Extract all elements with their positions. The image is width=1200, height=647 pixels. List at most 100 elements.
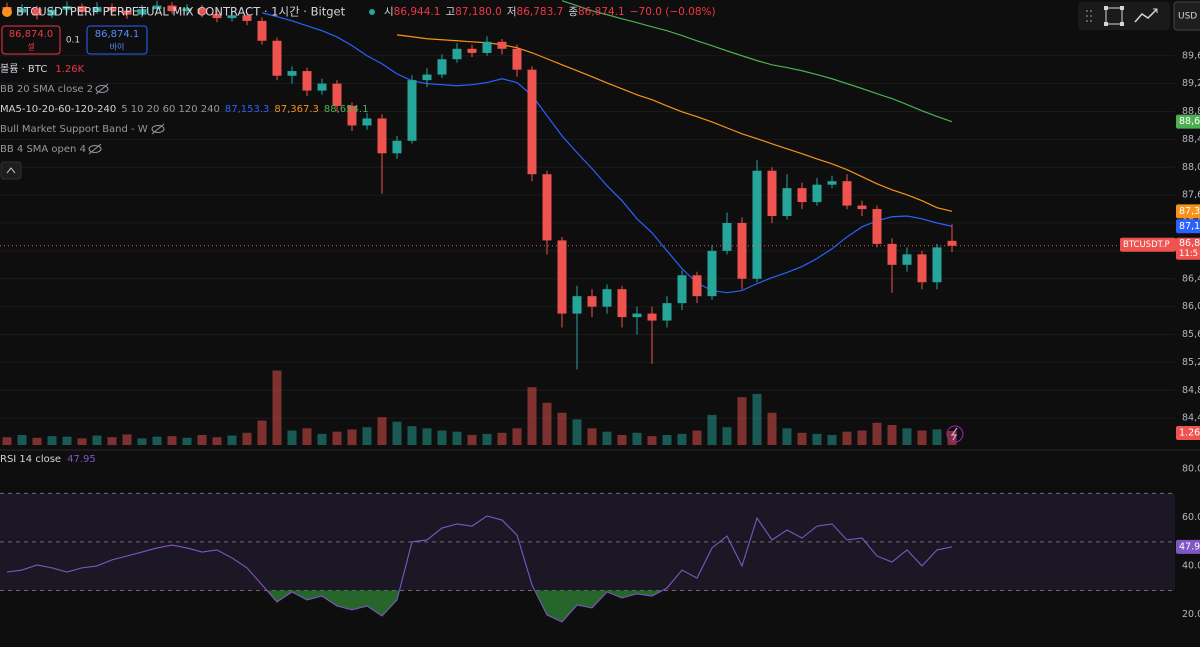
volume-bar: [917, 430, 927, 445]
candle-body: [692, 275, 702, 297]
volume-legend[interactable]: 볼륨 · BTC 1.26K: [0, 63, 85, 75]
volume-bar: [377, 417, 387, 445]
sell-button[interactable]: [1, 25, 61, 55]
toolbar-bg: [1078, 2, 1170, 30]
candle-body: [767, 170, 777, 217]
candle-body: [677, 275, 687, 304]
candle-body: [857, 205, 867, 210]
volume-bar: [182, 437, 192, 445]
bb4-legend[interactable]: BB 4 SMA open 4: [0, 144, 86, 155]
rsi-tick-label: 20.00: [1182, 609, 1200, 620]
volume-layer: [2, 370, 957, 445]
ma-value: 88,654.1: [324, 104, 369, 115]
candle-body: [332, 83, 342, 106]
volume-bar: [587, 428, 597, 445]
candle-body: [377, 118, 387, 154]
grid-layer: [0, 55, 1175, 419]
y-tick-label: 88,400: [1182, 134, 1200, 145]
volume-bar: [122, 434, 132, 445]
volume-bar: [527, 387, 537, 445]
candle-body: [227, 15, 237, 19]
volume-bar: [242, 432, 252, 445]
y-tick-label: 84,800: [1182, 385, 1200, 396]
lightning-icon[interactable]: [946, 425, 964, 443]
candle-body: [752, 170, 762, 279]
ma-legend[interactable]: MA5-10-20-60-120-240 5 10 20 60 120 240 87…: [0, 104, 368, 115]
volume-bar: [167, 436, 177, 445]
candle-body: [47, 9, 57, 16]
bb20-legend[interactable]: BB 20 SMA close 2: [0, 84, 93, 95]
volume-bar: [617, 435, 627, 445]
y-tick-label: 88,800: [1182, 106, 1200, 117]
candle-body: [497, 41, 507, 49]
candle-body: [737, 223, 747, 279]
candle-body: [32, 8, 42, 16]
last-price-tag-bg: [1176, 237, 1200, 260]
candle-body: [782, 188, 792, 217]
ma-price-tag-bg: [1176, 114, 1200, 129]
volume-bar: [272, 370, 282, 445]
candle-body: [437, 59, 447, 75]
candle-body: [62, 6, 72, 10]
sell-price: 86,874.0: [9, 29, 54, 40]
candle-body: [452, 48, 462, 60]
rsi-title: RSI 14 close: [0, 454, 61, 465]
candle-body: [947, 240, 957, 246]
bull-band-legend[interactable]: Bull Market Support Band - W: [0, 124, 148, 135]
candle-body: [542, 174, 552, 241]
candle-body: [407, 80, 417, 141]
volume-bar: [887, 425, 897, 445]
candle-body: [557, 240, 567, 314]
candle-body: [632, 313, 642, 318]
rsi-line: [6, 515, 953, 623]
y-tick-label: 85,600: [1182, 329, 1200, 340]
rsi-layer: [0, 449, 1200, 623]
volume-bar: [47, 436, 57, 445]
volume-bar: [32, 437, 42, 445]
volume-bar: [497, 432, 507, 445]
volume-bar: [542, 402, 552, 445]
symbol-title[interactable]: BTCUSDTPERP PERPETUAL MIX CONTRACT · 1시간…: [16, 5, 346, 19]
volume-bar: [107, 437, 117, 445]
toolbar: USD: [1078, 1, 1200, 31]
candle-body: [707, 250, 717, 297]
candle-body: [257, 20, 267, 41]
ma-value: 87,153.3: [225, 104, 270, 115]
y-tick-label: 85,200: [1182, 357, 1200, 368]
buy-button[interactable]: [86, 25, 148, 55]
volume-bar: [347, 429, 357, 445]
drag-handle[interactable]: [1086, 10, 1092, 22]
collapse-button[interactable]: [0, 161, 22, 180]
candle-body: [272, 40, 282, 76]
rsi-legend[interactable]: RSI 14 close 47.95: [0, 454, 96, 465]
eye-icon[interactable]: [151, 123, 165, 135]
volume-bar: [947, 431, 957, 445]
candle-body: [77, 6, 87, 12]
spread: 0.1: [66, 36, 80, 46]
candle-body: [602, 289, 612, 307]
select-tool[interactable]: [1104, 6, 1124, 26]
rsi-tag: 47.95: [1179, 541, 1200, 552]
volume-bar: [17, 435, 27, 445]
high-value: 87,180.0: [455, 6, 502, 18]
candle-body: [662, 303, 672, 321]
candle-body: [422, 74, 432, 81]
eye-icon[interactable]: [95, 83, 109, 95]
volume-bar: [842, 431, 852, 445]
candle-body: [527, 69, 537, 175]
volume-bar: [872, 422, 882, 445]
eye-icon[interactable]: [88, 143, 102, 155]
volume-bar: [62, 436, 72, 445]
volume-bar: [437, 430, 447, 445]
ma-title: MA5-10-20-60-120-240: [0, 104, 116, 115]
volume-bar: [482, 433, 492, 445]
ma-price-tag-bg: [1176, 204, 1200, 219]
buy-label: 바이: [110, 42, 125, 52]
ma-price-tag: 87,367.3: [1179, 206, 1200, 217]
volume-bar: [602, 431, 612, 445]
y-tick-label: 89,200: [1182, 78, 1200, 89]
currency-button[interactable]: [1173, 1, 1200, 31]
trend-tool[interactable]: [1134, 8, 1158, 23]
candle-body: [827, 181, 837, 185]
